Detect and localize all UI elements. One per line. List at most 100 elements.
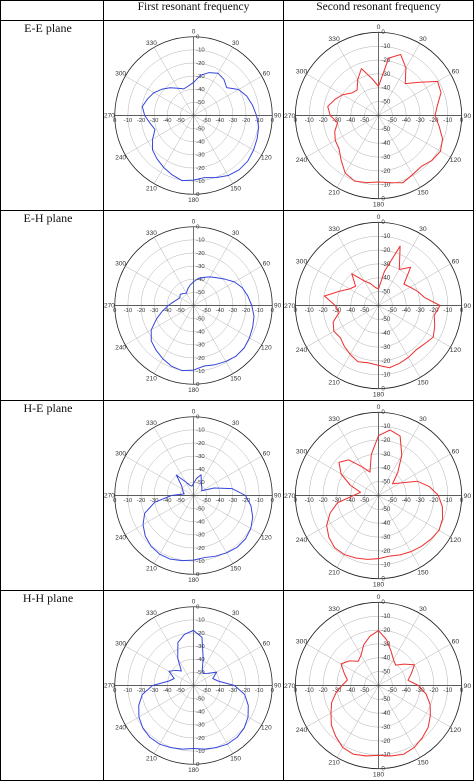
radial-tick-label: -50 — [381, 126, 391, 133]
radial-tick-label: -20 — [381, 627, 391, 634]
radial-tick-label: -50 — [176, 498, 185, 504]
grid-spoke — [336, 423, 379, 496]
row-label-e-e: E-E plane — [0, 20, 104, 211]
radial-tick-label: -20 — [196, 251, 205, 257]
angle-tick-label: 60 — [452, 258, 460, 265]
radial-tick-label: 0 — [381, 409, 385, 416]
row-label-text: H-E plane — [23, 401, 73, 416]
radial-tick-label: -20 — [196, 736, 205, 742]
radial-tick-label: -10 — [196, 238, 205, 244]
radial-tick-label: 0 — [460, 687, 464, 694]
radial-tick-label: -30 — [196, 74, 205, 80]
angle-tick-label: 120 — [261, 725, 272, 732]
radial-tick-label: -20 — [429, 497, 439, 504]
grid-spoke — [193, 265, 262, 306]
grid-spoke — [378, 495, 451, 538]
grid-spoke — [306, 263, 379, 306]
polar-plot-e-e-second: 0 30 60 90 120 150 180 210 240 270 300 330 0 0 0 0 -10 -1… — [283, 20, 474, 211]
radial-tick-label: -10 — [381, 43, 391, 50]
radial-tick-label: 0 — [196, 572, 200, 578]
angle-tick-label: 150 — [230, 756, 241, 763]
grid-spoke — [193, 47, 234, 116]
angle-tick-label: 90 — [274, 303, 282, 310]
radial-tick-label: -10 — [196, 179, 205, 185]
radial-tick-label: 0 — [196, 382, 200, 388]
grid-spoke — [306, 643, 379, 686]
grid-spoke — [336, 233, 379, 306]
radial-tick-label: -20 — [137, 498, 146, 504]
radial-tick-label: -40 — [163, 498, 172, 504]
radial-tick-label: -30 — [332, 497, 342, 504]
angle-tick-label: 300 — [296, 68, 308, 75]
polar-plot-h-h-second: 0 30 60 90 120 150 180 210 240 270 300 330 0 0 0 0 -10 -1… — [283, 590, 474, 781]
radial-tick-label: -10 — [124, 308, 133, 314]
angle-tick-label: 210 — [328, 570, 340, 577]
angle-tick-label: 60 — [263, 641, 271, 648]
radial-tick-label: -20 — [381, 57, 391, 64]
radial-tick-label: -40 — [196, 467, 205, 473]
angle-tick-label: 330 — [328, 36, 340, 43]
angle-tick-label: 60 — [263, 451, 271, 458]
radial-tick-label: -40 — [381, 655, 391, 662]
grid-spoke — [336, 305, 379, 378]
radial-tick-label: -40 — [381, 140, 391, 147]
radial-tick-label: -40 — [216, 118, 225, 124]
row-label-e-h: E-H plane — [0, 210, 104, 401]
grid-spoke — [378, 453, 451, 496]
angle-tick-label: 210 — [328, 190, 340, 197]
angle-tick-label: 240 — [296, 727, 308, 734]
radiation-pattern-curve — [327, 54, 444, 184]
radial-tick-label: -10 — [196, 369, 205, 375]
angle-tick-label: 300 — [115, 71, 126, 78]
radial-tick-label: -40 — [196, 330, 205, 336]
radial-tick-label: -10 — [196, 428, 205, 434]
radial-tick-label: -50 — [381, 316, 391, 323]
angle-tick-label: 0 — [377, 594, 381, 601]
radial-tick-label: -30 — [196, 454, 205, 460]
radial-tick-label: -10 — [443, 687, 453, 694]
radial-tick-label: -10 — [196, 618, 205, 624]
grid-spoke — [193, 427, 234, 496]
row-h-h-plane: H-H plane 0 30 60 90 120 150 180 210 240 270 300 33… — [0, 590, 474, 781]
radial-tick-label: -30 — [381, 261, 391, 268]
radial-tick-label: 0 — [381, 219, 385, 226]
angle-tick-label: 0 — [377, 24, 381, 31]
radial-tick-label: -30 — [416, 307, 426, 314]
radial-tick-label: -40 — [402, 307, 412, 314]
angle-tick-label: 210 — [146, 756, 157, 763]
grid-spoke — [153, 685, 194, 754]
grid-spoke — [378, 423, 421, 496]
grid-spoke — [153, 305, 194, 374]
angle-tick-label: 210 — [328, 760, 340, 767]
radial-tick-label: -40 — [216, 688, 225, 694]
grid-spoke — [125, 645, 194, 686]
row-label-text: H-H plane — [22, 591, 74, 606]
angle-tick-label: 330 — [146, 610, 157, 617]
angle-tick-label: 30 — [419, 36, 427, 43]
radial-tick-label: 0 — [294, 307, 298, 314]
angle-tick-label: 300 — [296, 258, 308, 265]
angle-tick-label: 30 — [232, 40, 240, 47]
radial-tick-label: -20 — [381, 738, 391, 745]
angle-tick-label: 90 — [274, 113, 282, 120]
radial-tick-label: -10 — [124, 688, 133, 694]
radial-tick-label: -20 — [196, 546, 205, 552]
radial-tick-label: -40 — [163, 688, 172, 694]
grid-spoke — [378, 263, 451, 306]
angle-tick-label: 240 — [115, 155, 126, 162]
radial-tick-label: 0 — [113, 118, 117, 124]
angle-tick-label: 0 — [192, 219, 196, 226]
radial-tick-label: 0 — [460, 117, 464, 124]
radial-tick-label: -50 — [381, 99, 391, 106]
radial-tick-label: 0 — [460, 497, 464, 504]
radial-tick-label: -10 — [255, 308, 264, 314]
radial-tick-label: -50 — [202, 688, 211, 694]
angle-tick-label: 30 — [232, 420, 240, 427]
angle-tick-label: 30 — [232, 230, 240, 237]
angle-tick-label: 120 — [450, 347, 462, 354]
radial-tick-label: 0 — [294, 497, 298, 504]
header-second-resonant-frequency: Second resonant frequency — [283, 0, 474, 21]
